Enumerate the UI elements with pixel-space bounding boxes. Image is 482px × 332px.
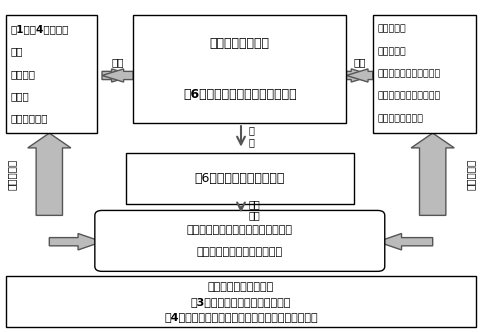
- Text: 委
嘱: 委 嘱: [248, 125, 254, 147]
- Bar: [6, 276, 476, 327]
- Bar: [373, 15, 476, 133]
- Text: 関係機関等: 関係機関等: [377, 25, 406, 34]
- Text: 議会: 議会: [11, 46, 24, 56]
- Text: （4）「特別の教育課程」による日本語指導の実施: （4）「特別の教育課程」による日本語指導の実施: [164, 312, 318, 322]
- Polygon shape: [102, 69, 133, 82]
- Polygon shape: [102, 69, 133, 82]
- Text: （3）日本語能力測定方法の活用: （3）日本語能力測定方法の活用: [191, 297, 291, 307]
- Text: 支援員: 支援員: [11, 91, 30, 101]
- Text: 支援・連携: 支援・連携: [466, 159, 476, 190]
- Text: 姫路市教育委員会: 姫路市教育委員会: [210, 37, 270, 50]
- Polygon shape: [28, 133, 71, 215]
- Text: （6）バイリンガル支援員: （6）バイリンガル支援員: [195, 172, 285, 185]
- Text: 住民窓口センター: 住民窓口センター: [377, 114, 424, 123]
- Polygon shape: [49, 233, 102, 250]
- Text: 連携: 連携: [111, 57, 124, 67]
- Text: 配置
派遣: 配置 派遣: [248, 199, 260, 220]
- Text: （1）（4）連絡協: （1）（4）連絡協: [11, 24, 69, 34]
- Text: 支援・連携: 支援・連携: [6, 159, 16, 190]
- FancyBboxPatch shape: [95, 210, 385, 271]
- Text: 姫路市文化国際交流財団: 姫路市文化国際交流財団: [377, 69, 441, 78]
- Polygon shape: [347, 69, 373, 82]
- Bar: [133, 15, 347, 123]
- Text: （6）外国人の子どもの就学促進: （6）外国人の子どもの就学促進: [183, 88, 296, 101]
- Text: 学校関係者等: 学校関係者等: [11, 114, 49, 124]
- Bar: [6, 15, 97, 133]
- Polygon shape: [347, 69, 373, 82]
- Text: 大学教員: 大学教員: [11, 69, 36, 79]
- Text: 学校指導課（津事担当）: 学校指導課（津事担当）: [377, 92, 441, 101]
- Text: 日本語指導が必要な児童生徒が在籍: 日本語指導が必要な児童生徒が在籍: [187, 225, 293, 235]
- Polygon shape: [411, 133, 454, 215]
- Text: 文化国際課: 文化国際課: [377, 47, 406, 56]
- Polygon shape: [377, 233, 433, 250]
- Bar: [126, 153, 354, 204]
- Text: 姫路市内の小・中学校: 姫路市内の小・中学校: [208, 282, 274, 292]
- Text: する学校園及び家庭・保護者: する学校園及び家庭・保護者: [197, 247, 283, 257]
- Text: 連携: 連携: [353, 57, 366, 67]
